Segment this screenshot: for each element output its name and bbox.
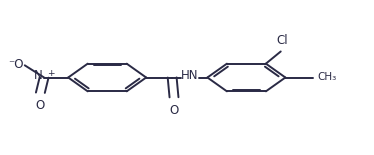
Text: Cl: Cl (277, 34, 288, 47)
Text: N: N (34, 69, 42, 82)
Text: HN: HN (181, 69, 199, 82)
Text: ⁻O: ⁻O (8, 58, 23, 71)
Text: CH₃: CH₃ (317, 72, 336, 82)
Text: O: O (169, 104, 179, 117)
Text: +: + (47, 69, 55, 78)
Text: O: O (36, 99, 45, 112)
